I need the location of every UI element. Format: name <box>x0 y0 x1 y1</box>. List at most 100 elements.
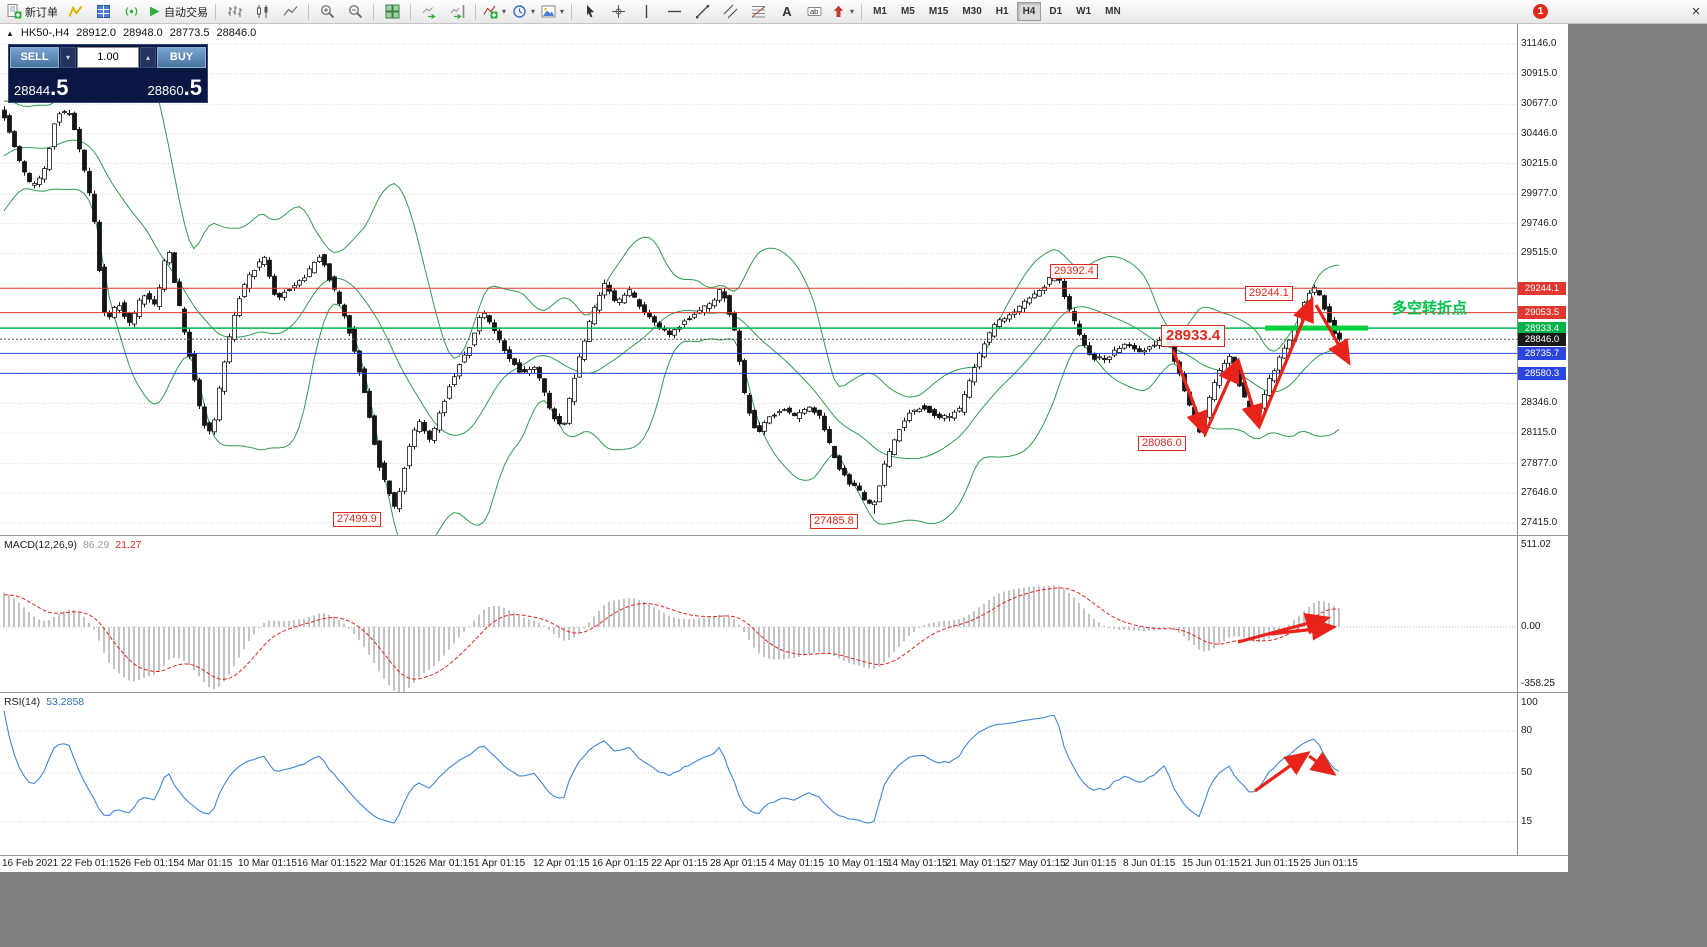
new-order-label: 新订单 <box>25 6 58 19</box>
new-order-button[interactable]: 新订单 <box>4 2 61 22</box>
price-tick-label: 30915.0 <box>1521 67 1558 79</box>
chevron-down-icon: ▾ <box>531 7 536 16</box>
main-chart-plot[interactable] <box>0 24 1568 536</box>
signals-button[interactable] <box>117 2 145 22</box>
time-axis-label: 21 May 01:15 <box>946 858 1007 869</box>
notification-badge[interactable]: 1 <box>1533 4 1548 19</box>
arrows-tool-button[interactable]: ▾ <box>828 2 857 22</box>
price-annotation[interactable]: 27499.9 <box>333 512 381 527</box>
timeframe-m30-button[interactable]: M30 <box>962 6 982 17</box>
grid <box>0 43 1517 524</box>
channel-icon <box>723 4 738 19</box>
price-annotation[interactable]: 28933.4 <box>1161 325 1226 347</box>
price-level-label: 28735.7 <box>1518 346 1566 360</box>
sell-button[interactable]: SELL <box>10 46 59 68</box>
timeframe-m1-button[interactable]: M1 <box>873 6 887 17</box>
workspace-background <box>1568 24 1707 947</box>
indicators-button[interactable]: ▾ <box>480 2 509 22</box>
zoom-out-button[interactable] <box>341 2 369 22</box>
chart-shift-button[interactable] <box>443 2 471 22</box>
close-icon[interactable]: × <box>1691 3 1701 20</box>
time-axis-label: 10 Mar 01:15 <box>238 858 297 869</box>
panel-separator[interactable] <box>0 692 1568 693</box>
time-axis[interactable]: 16 Feb 2021 22 Feb 01:15 26 Feb 01:15 4 Mar… <box>0 856 1568 872</box>
time-axis-label: 26 Mar 01:15 <box>415 858 474 869</box>
text-label-button[interactable]: ab <box>800 2 828 22</box>
volume-input[interactable] <box>77 46 139 68</box>
macd-signal-value: 21.27 <box>115 539 142 551</box>
rsi-plot[interactable] <box>0 693 1568 855</box>
templates-button[interactable]: ▾ <box>538 2 567 22</box>
price-tick-label: 29515.0 <box>1521 247 1558 259</box>
turning-point-bar[interactable] <box>1265 325 1368 331</box>
zoom-in-icon <box>320 4 335 19</box>
panel-separator[interactable] <box>0 535 1568 536</box>
candlestick-chart-button[interactable] <box>248 2 276 22</box>
candlestick-icon <box>255 4 270 19</box>
trendline-icon <box>695 4 710 19</box>
time-axis-label: 22 Mar 01:15 <box>356 858 415 869</box>
text-button[interactable]: A <box>772 2 800 22</box>
ohlc-high: 28948.0 <box>122 27 163 39</box>
periods-button[interactable]: ▾ <box>509 2 538 22</box>
svg-text:ab: ab <box>810 7 818 16</box>
zoom-in-button[interactable] <box>313 2 341 22</box>
charts-profile-button[interactable] <box>61 2 89 22</box>
buy-button[interactable]: BUY <box>157 46 206 68</box>
time-axis-label: 26 Feb 01:15 <box>120 858 179 869</box>
horizontal-line-button[interactable] <box>660 2 688 22</box>
volume-down-button[interactable]: ▾ <box>60 46 76 68</box>
turning-point-text[interactable]: 多空转折点 <box>1392 300 1468 317</box>
time-axis-label: 1 Apr 01:15 <box>474 858 526 869</box>
fibonacci-button[interactable] <box>744 2 772 22</box>
signal-icon <box>124 4 139 19</box>
line-chart-button[interactable] <box>276 2 304 22</box>
line-chart-icon <box>282 4 298 19</box>
tile-windows-button[interactable] <box>378 2 406 22</box>
collapse-triangle-icon[interactable]: ▲ <box>6 28 14 38</box>
timeframe-d1-button[interactable]: D1 <box>1049 6 1063 17</box>
cursor-button[interactable] <box>576 2 604 22</box>
ohlc-info: ▲ HK50-,H4 28912.0 28948.0 28773.5 28846… <box>6 27 256 39</box>
chevron-down-icon: ▾ <box>502 7 507 16</box>
price-tick-label: 27646.0 <box>1521 487 1558 499</box>
time-axis-label: 21 Jun 01:15 <box>1241 858 1299 869</box>
cursor-icon <box>583 4 598 19</box>
panel-separator <box>0 855 1568 856</box>
market-watch-button[interactable] <box>89 2 117 22</box>
timeframe-mn-button[interactable]: MN <box>1105 6 1121 17</box>
trendline-button[interactable] <box>688 2 716 22</box>
price-annotation[interactable]: 27485.8 <box>810 514 858 529</box>
time-axis-label: 22 Apr 01:15 <box>651 858 708 869</box>
timeframe-h1-button[interactable]: H1 <box>995 6 1009 17</box>
price-tick-label: 31146.0 <box>1521 38 1557 50</box>
bar-chart-button[interactable] <box>220 2 248 22</box>
auto-scroll-button[interactable] <box>415 2 443 22</box>
vertical-line-button[interactable] <box>632 2 660 22</box>
trend-arrow[interactable] <box>1254 751 1337 793</box>
macd-plot[interactable] <box>0 536 1568 692</box>
toolbar-separator <box>475 3 476 20</box>
crosshair-button[interactable] <box>604 2 632 22</box>
ohlc-open: 28912.0 <box>76 27 116 39</box>
time-axis-label: 27 May 01:15 <box>1005 858 1066 869</box>
price-annotation[interactable]: 29392.4 <box>1050 264 1098 279</box>
price-annotation[interactable]: 28086.0 <box>1138 436 1186 451</box>
chevron-down-icon: ▾ <box>560 7 565 16</box>
trend-arrow[interactable] <box>1171 296 1351 437</box>
periods-icon <box>512 4 527 19</box>
timeframe-h4-button[interactable]: H4 <box>1016 2 1042 21</box>
one-click-prices: 28844.5 28860.5 <box>9 69 207 102</box>
time-axis-label: 14 May 01:15 <box>887 858 948 869</box>
equidistant-channel-button[interactable] <box>716 2 744 22</box>
price-level-label: 28580.3 <box>1518 366 1566 380</box>
timeframe-w1-button[interactable]: W1 <box>1076 6 1092 17</box>
auto-trading-button[interactable]: 自动交易 <box>145 2 211 22</box>
volume-up-button[interactable]: ▴ <box>140 46 156 68</box>
timeframe-m5-button[interactable]: M5 <box>900 6 915 17</box>
rsi-axis-label: 80 <box>1521 725 1533 736</box>
timeframe-m15-button[interactable]: M15 <box>928 6 949 17</box>
price-annotation[interactable]: 29244.1 <box>1245 286 1293 301</box>
trend-arrow[interactable] <box>1237 612 1338 644</box>
price-tick-label: 30446.0 <box>1521 127 1558 139</box>
